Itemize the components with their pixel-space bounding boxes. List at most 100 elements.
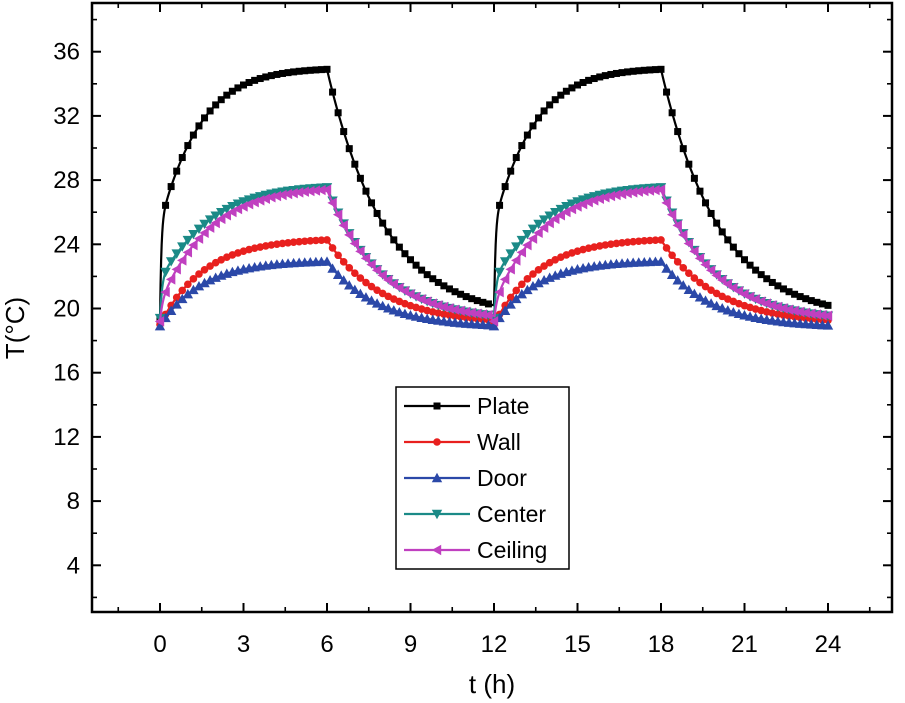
point-ceiling <box>299 186 309 197</box>
point-door <box>383 303 394 313</box>
point-plate <box>557 91 565 99</box>
point-door <box>678 280 689 290</box>
point-plate <box>256 75 264 83</box>
point-plate <box>618 69 626 77</box>
point-door <box>204 274 216 285</box>
point-plate <box>757 271 765 279</box>
point-door <box>694 292 706 302</box>
point-wall <box>634 237 643 246</box>
point-plate <box>479 298 487 306</box>
point-plate <box>189 131 197 139</box>
point-wall <box>523 275 532 283</box>
point-plate <box>178 154 186 162</box>
point-center <box>204 215 216 225</box>
point-ceiling <box>165 274 176 285</box>
legend-item-center: Center <box>404 501 546 527</box>
point-plate <box>663 88 671 96</box>
y-tick-label: 12 <box>53 424 80 451</box>
point-plate <box>284 69 292 77</box>
point-ceiling <box>355 246 365 257</box>
y-tick-label: 24 <box>53 231 80 258</box>
point-plate <box>779 285 787 293</box>
point-plate <box>351 160 359 168</box>
point-wall <box>206 262 214 270</box>
point-plate <box>763 275 771 283</box>
point-ceiling <box>633 186 643 197</box>
point-ceiling <box>794 306 805 318</box>
point-plate <box>345 145 353 153</box>
point-plate <box>746 261 754 269</box>
point-ceiling <box>349 238 360 249</box>
point-wall <box>696 278 704 287</box>
point-center <box>561 202 572 212</box>
point-plate <box>429 275 437 283</box>
point-wall <box>607 240 615 248</box>
point-plate <box>212 101 220 109</box>
point-door <box>377 300 388 311</box>
point-ceiling <box>655 184 666 195</box>
point-door <box>366 295 377 305</box>
point-plate <box>295 67 303 75</box>
point-wall <box>790 313 799 321</box>
point-door <box>188 284 199 295</box>
point-plate <box>401 250 409 258</box>
point-wall <box>334 251 342 260</box>
point-plate <box>651 66 659 74</box>
point-ceiling <box>371 265 382 276</box>
point-wall <box>295 237 303 246</box>
point-plate <box>601 72 609 80</box>
point-ceiling <box>477 309 488 320</box>
point-plate <box>573 81 581 89</box>
point-center <box>516 235 528 246</box>
point-plate <box>206 107 214 115</box>
y-tick-label: 36 <box>53 39 80 66</box>
point-wall <box>685 269 693 278</box>
point-plate <box>635 67 643 75</box>
point-wall <box>451 312 459 320</box>
point-plate <box>512 154 520 162</box>
point-center <box>199 219 210 230</box>
point-plate <box>507 167 515 175</box>
point-center <box>538 215 550 225</box>
point-door <box>505 299 516 309</box>
point-ceiling <box>171 264 181 275</box>
point-wall <box>300 237 309 246</box>
point-plate <box>245 79 253 87</box>
point-ceiling <box>822 310 833 321</box>
point-plate <box>707 209 715 217</box>
point-plate <box>702 199 710 207</box>
point-plate <box>273 70 281 78</box>
y-tick-label: 8 <box>67 488 80 515</box>
legend-item-wall: Wall <box>404 429 521 455</box>
point-center <box>238 197 249 207</box>
point-ceiling <box>316 184 326 196</box>
x-tick-label: 18 <box>648 631 675 658</box>
point-wall <box>172 293 181 302</box>
point-center <box>511 242 522 252</box>
point-plate <box>173 167 181 175</box>
point-ceiling <box>182 247 193 258</box>
point-wall <box>189 275 198 283</box>
point-ceiling <box>516 247 527 258</box>
point-plate <box>802 295 810 303</box>
point-center <box>555 204 566 215</box>
point-center <box>572 197 583 207</box>
point-wall <box>679 264 688 272</box>
point-ceiling <box>472 308 482 319</box>
point-wall <box>657 236 665 244</box>
point-plate <box>306 66 314 74</box>
point-plate <box>774 282 782 290</box>
point-wall <box>540 262 548 270</box>
point-wall <box>373 286 381 294</box>
point-wall <box>506 293 515 302</box>
point-ceiling <box>288 187 298 199</box>
point-plate <box>301 67 309 75</box>
point-plate <box>679 145 687 153</box>
point-ceiling <box>505 264 515 275</box>
point-ceiling <box>460 306 471 318</box>
legend-marker-center <box>431 509 443 520</box>
series-layer <box>154 65 834 331</box>
x-tick-label: 24 <box>815 631 842 658</box>
point-wall <box>707 286 715 294</box>
point-wall <box>362 278 370 287</box>
